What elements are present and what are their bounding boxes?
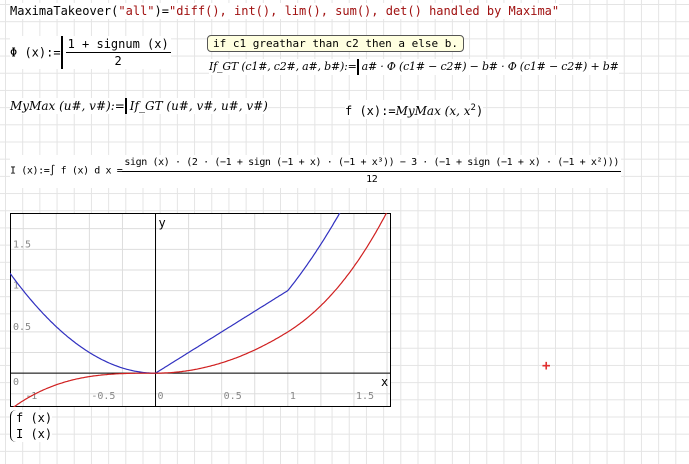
phi-definition[interactable]: Φ (x):= 1 + signum (x) 2 bbox=[10, 36, 171, 69]
legend-f: f (x) bbox=[16, 411, 53, 425]
y-tick-label: 1.5 bbox=[13, 239, 31, 250]
y-axis-label: y bbox=[159, 216, 166, 230]
legend-I: I (x) bbox=[16, 427, 53, 441]
series-I-line bbox=[12, 213, 388, 407]
x-tick-label: 1.5 bbox=[356, 391, 374, 402]
x-tick-label: 0 bbox=[158, 391, 164, 402]
comment-note[interactable]: if c1 greathar than c2 then a else b. bbox=[207, 35, 465, 52]
y-tick-label: 0 bbox=[13, 377, 19, 388]
plot-background bbox=[10, 213, 391, 407]
x-tick-label: 0.5 bbox=[224, 391, 242, 402]
x-tick-label: -0.5 bbox=[91, 391, 115, 402]
y-tick-label: 0.5 bbox=[13, 322, 31, 333]
y-tick-label: 1 bbox=[13, 281, 19, 292]
maxima-takeover-expr[interactable]: MaximaTakeover("all")="diff(), int(), li… bbox=[10, 3, 560, 19]
f-definition[interactable]: f (x):=MyMax (x, x2) bbox=[345, 100, 484, 119]
if-gt-definition[interactable]: If_GT (c1#, c2#, a#, b#):= a# · Φ (c1# − … bbox=[209, 59, 619, 75]
insertion-cursor: + bbox=[542, 358, 551, 374]
x-tick-label: 1 bbox=[290, 391, 296, 402]
series-f-line bbox=[10, 213, 341, 374]
plot-border bbox=[10, 213, 391, 407]
integral-definition[interactable]: I (x):=∫ f (x) d x = sign (x) · (2 · (−1 … bbox=[10, 155, 622, 188]
plot-region[interactable]: -1 -0.5 0 0.5 1 1.500.511.5xy bbox=[10, 213, 391, 407]
x-axis-label: x bbox=[381, 375, 388, 389]
mymax-definition[interactable]: MyMax (u#, v#):= If_GT (u#, v#, u#, v#) bbox=[10, 98, 268, 114]
plot-legend: f (x) I (x) bbox=[10, 410, 53, 442]
